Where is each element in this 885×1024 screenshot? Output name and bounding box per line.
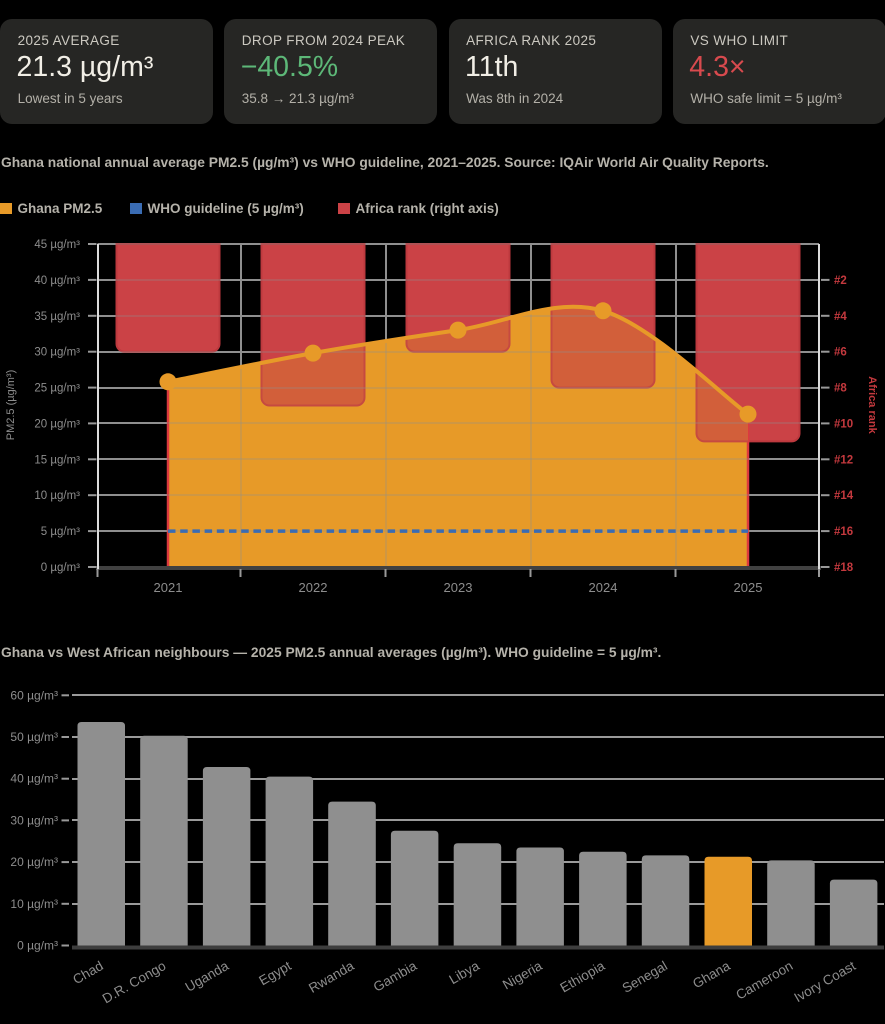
svg-text:#14: #14	[834, 490, 854, 502]
svg-text:15 µg/m³: 15 µg/m³	[34, 454, 80, 466]
svg-text:10 µg/m³: 10 µg/m³	[10, 897, 58, 911]
svg-text:2025: 2025	[734, 580, 763, 595]
svg-text:2022: 2022	[299, 580, 328, 595]
svg-text:#2: #2	[834, 275, 847, 287]
svg-text:2024: 2024	[589, 580, 618, 595]
svg-text:Ethiopia: Ethiopia	[558, 958, 608, 996]
svg-text:#18: #18	[834, 562, 854, 574]
svg-text:#10: #10	[834, 418, 853, 430]
svg-text:5 µg/m³: 5 µg/m³	[41, 526, 80, 538]
svg-text:Gambia: Gambia	[371, 958, 420, 995]
svg-text:Egypt: Egypt	[256, 958, 294, 988]
svg-text:Chad: Chad	[70, 958, 105, 987]
svg-text:Cameroon: Cameroon	[733, 958, 795, 1003]
svg-text:Africa rank: Africa rank	[866, 376, 878, 434]
svg-text:Senegal: Senegal	[620, 958, 670, 996]
svg-text:Uganda: Uganda	[183, 958, 232, 995]
svg-text:40 µg/m³: 40 µg/m³	[10, 772, 58, 786]
svg-text:#16: #16	[834, 526, 853, 538]
svg-text:30 µg/m³: 30 µg/m³	[34, 347, 80, 359]
svg-text:D.R. Congo: D.R. Congo	[100, 958, 169, 1006]
svg-text:#12: #12	[834, 454, 853, 466]
svg-text:40 µg/m³: 40 µg/m³	[34, 275, 80, 287]
svg-text:20 µg/m³: 20 µg/m³	[10, 855, 58, 869]
svg-text:0 µg/m³: 0 µg/m³	[17, 939, 58, 953]
svg-text:Rwanda: Rwanda	[306, 958, 357, 996]
svg-text:Nigeria: Nigeria	[500, 958, 545, 993]
svg-text:20 µg/m³: 20 µg/m³	[34, 418, 80, 430]
svg-text:Ivory Coast: Ivory Coast	[791, 958, 858, 1005]
svg-text:2021: 2021	[154, 580, 183, 595]
svg-text:10 µg/m³: 10 µg/m³	[34, 490, 80, 502]
svg-text:25 µg/m³: 25 µg/m³	[34, 383, 80, 395]
svg-text:2023: 2023	[444, 580, 473, 595]
svg-text:#6: #6	[834, 347, 847, 359]
svg-text:35 µg/m³: 35 µg/m³	[34, 311, 80, 323]
svg-text:#8: #8	[834, 383, 847, 395]
svg-text:Libya: Libya	[446, 958, 482, 987]
svg-text:PM2.5 (µg/m³): PM2.5 (µg/m³)	[5, 370, 17, 441]
svg-text:#4: #4	[834, 311, 847, 323]
svg-text:Ghana: Ghana	[690, 958, 733, 992]
svg-text:0 µg/m³: 0 µg/m³	[41, 562, 80, 574]
svg-text:50 µg/m³: 50 µg/m³	[10, 730, 58, 744]
svg-text:60 µg/m³: 60 µg/m³	[10, 688, 58, 702]
svg-text:30 µg/m³: 30 µg/m³	[10, 813, 58, 827]
svg-text:45 µg/m³: 45 µg/m³	[34, 239, 80, 251]
